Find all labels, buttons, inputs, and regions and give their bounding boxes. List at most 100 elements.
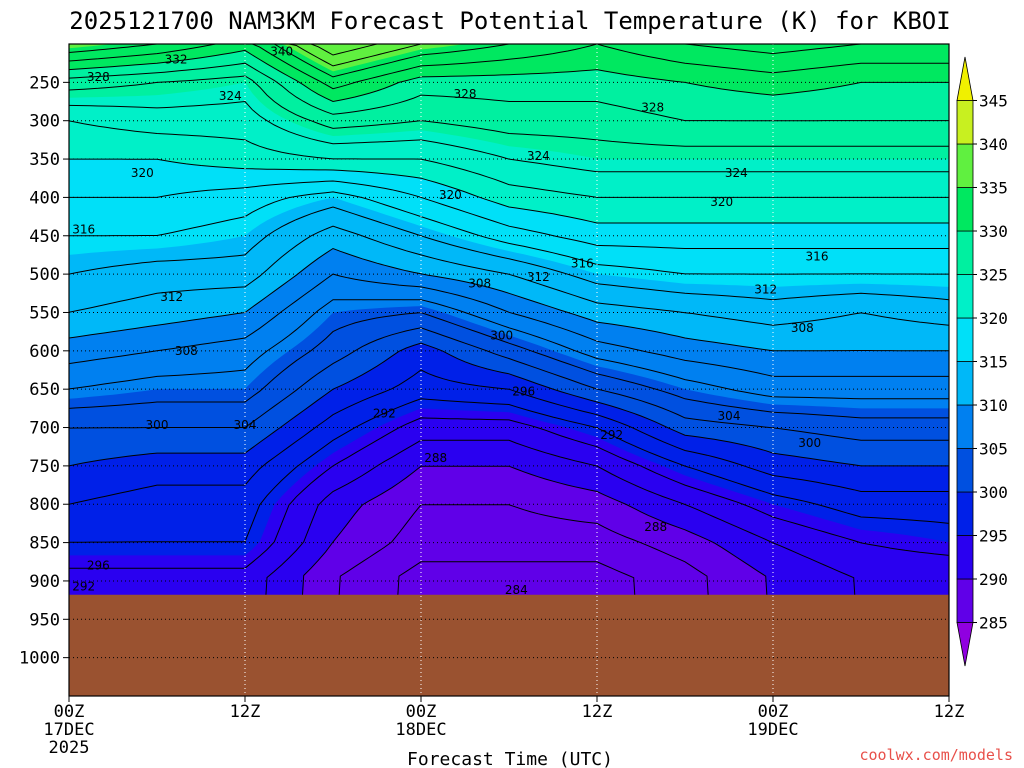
contour-label-284: 284 [505, 583, 528, 597]
colorbar-segment-0 [956, 622, 974, 667]
contour-label-324: 324 [527, 149, 550, 163]
y-tick-label-450: 450 [29, 227, 60, 247]
contour-line-332 [69, 44, 949, 90]
x-tick-label-0-1: 00Z [54, 702, 85, 722]
colorbar-label-290: 290 [979, 570, 1008, 589]
contour-label-308: 308 [468, 276, 491, 290]
contour-label-304: 304 [718, 409, 741, 423]
contour-line-306 [69, 299, 949, 400]
plot-area: 340 332 328 328 328 324 324 324 320 320 320 316 316 3… [69, 44, 949, 696]
contour-line-300 [69, 342, 949, 467]
contour-line-294 [69, 417, 949, 569]
colorbar-segment-10 [956, 187, 974, 232]
contour-label-296: 296 [87, 559, 110, 573]
y-tick-label-650: 650 [29, 380, 60, 400]
contour-label-316: 316 [72, 223, 95, 237]
y-tick-label-700: 700 [29, 419, 60, 439]
colorbar-label-340: 340 [979, 135, 1008, 154]
contour-line-288 [69, 504, 949, 696]
colorbar-label-310: 310 [979, 396, 1008, 415]
contour-label-292: 292 [373, 407, 396, 421]
chart-title: 2025121700 NAM3KM Forecast Potential Tem… [69, 7, 950, 35]
contour-label-328: 328 [454, 87, 477, 101]
contour-label-288: 288 [424, 451, 447, 465]
contour-line-328 [69, 62, 949, 122]
colorbar-segment-2 [956, 535, 974, 580]
y-tick-label-950: 950 [29, 610, 60, 630]
colorbar-label-285: 285 [979, 614, 1008, 633]
contour-label-328: 328 [641, 101, 664, 115]
y-tick-label-1000: 1000 [19, 649, 60, 669]
grid-lines [69, 44, 949, 696]
contour-line-296 [69, 398, 949, 543]
contour-label-340: 340 [270, 45, 293, 59]
x-tick-label-24-1: 00Z [406, 702, 437, 722]
contour-label-292: 292 [600, 428, 623, 442]
colorbar-label-305: 305 [979, 440, 1008, 459]
colorbar-segment-4 [956, 448, 974, 493]
colorbar-segment-11 [956, 143, 974, 188]
plot-frame [68, 43, 950, 697]
x-tick-label-36-1: 12Z [582, 702, 613, 722]
contour-label-300: 300 [146, 418, 169, 432]
contour-line-334 [69, 44, 949, 78]
x-tick-label-12-1: 12Z [230, 702, 261, 722]
x-tick-label-48-2: 19DEC [747, 720, 798, 740]
y-tick-label-600: 600 [29, 342, 60, 362]
colorbar-label-320: 320 [979, 309, 1008, 328]
colorbar-label-315: 315 [979, 353, 1008, 372]
colorbar-segment-7 [956, 317, 974, 362]
contour-line-304 [69, 312, 949, 419]
colorbar-label-330: 330 [979, 222, 1008, 241]
contour-line-286 [69, 561, 949, 696]
terrain-below-ground [69, 594, 949, 696]
contour-line-292 [69, 439, 949, 696]
y-tick-label-300: 300 [29, 112, 60, 132]
y-tick-label-350: 350 [29, 150, 60, 170]
y-tick-label-400: 400 [29, 188, 60, 208]
colorbar-segment-3 [956, 491, 974, 536]
colorbar-segment-12 [956, 100, 974, 145]
contour-label-308: 308 [791, 321, 814, 335]
contour-line-330 [69, 49, 949, 103]
y-tick-label-900: 900 [29, 572, 60, 592]
contour-label-332: 332 [165, 52, 188, 66]
y-tick-label-800: 800 [29, 495, 60, 515]
colorbar-segment-8 [956, 274, 974, 319]
contour-line-322 [69, 120, 949, 198]
contour-label-312: 312 [754, 282, 777, 296]
contour-line-320 [69, 158, 949, 224]
x-tick-label-24-2: 18DEC [395, 720, 446, 740]
contour-label-320: 320 [439, 188, 462, 202]
credit-link[interactable]: coolwx.com/models [859, 746, 1013, 764]
colorbar-segment-5 [956, 404, 974, 449]
colorbar-segment-1 [956, 578, 974, 623]
colorbar: 285 290 295 300 305 310 315 320 325 330 335 340 345 [956, 56, 1008, 667]
contour-line-310 [69, 247, 949, 352]
contour-label-308: 308 [175, 344, 198, 358]
contour-label-316: 316 [806, 249, 829, 263]
contour-label-296: 296 [512, 384, 535, 398]
contour-line-326 [69, 75, 949, 147]
contour-line-318 [69, 180, 949, 249]
colorbar-segment-13 [956, 56, 974, 101]
contour-label-324: 324 [725, 166, 748, 180]
contour-label-320: 320 [131, 166, 154, 180]
contour-label-300: 300 [490, 328, 513, 342]
contour-label-312: 312 [527, 270, 550, 284]
y-tick-label-850: 850 [29, 534, 60, 554]
y-tick-label-250: 250 [29, 73, 60, 93]
contour-line-314 [69, 206, 949, 301]
x-tick-label-48-1: 00Z [758, 702, 789, 722]
contour-label-288: 288 [644, 520, 667, 534]
pressure-axis: 250 300 350 400 450 500 550 600 650 700 750 800 850 9… [19, 73, 69, 669]
colorbar-label-345: 345 [979, 92, 1008, 111]
contour-label-312: 312 [160, 290, 183, 304]
colorbar-segment-9 [956, 230, 974, 275]
contour-label-292: 292 [72, 579, 95, 593]
contour-label-328: 328 [87, 70, 110, 84]
x-tick-label-60-1: 12Z [934, 702, 965, 722]
y-tick-label-750: 750 [29, 457, 60, 477]
